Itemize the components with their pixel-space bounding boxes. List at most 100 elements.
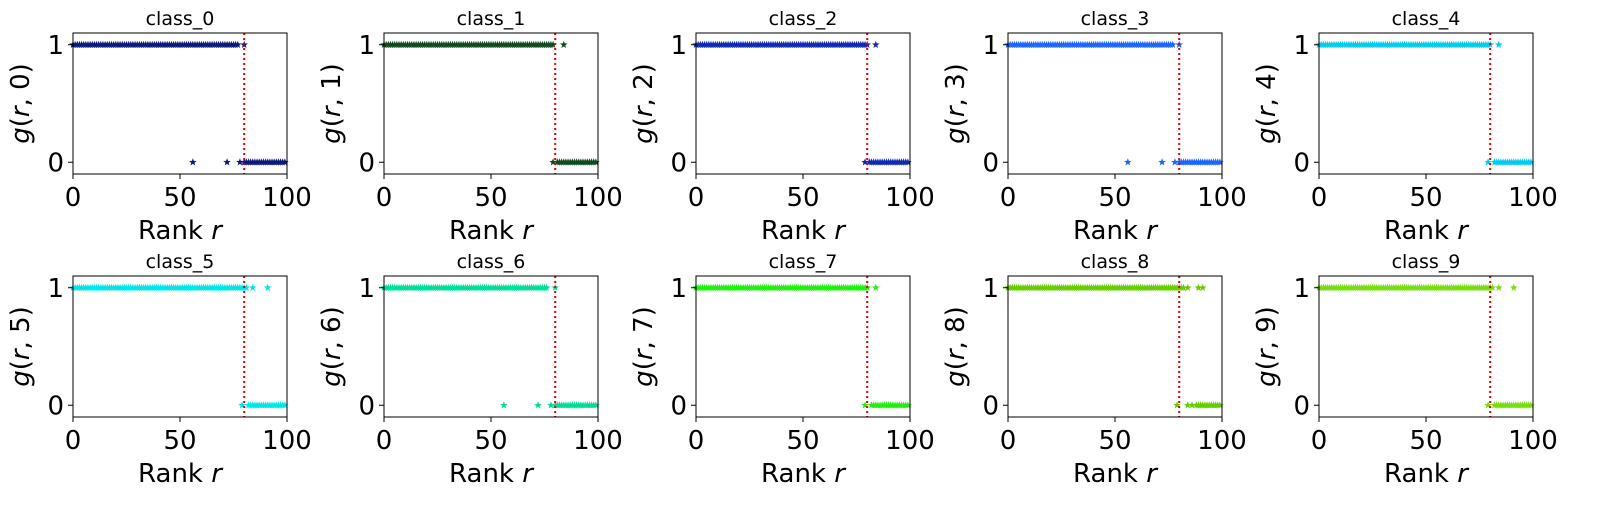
data-point xyxy=(223,158,231,166)
x-tick-label: 50 xyxy=(786,426,819,456)
x-tick-label: 50 xyxy=(474,426,507,456)
x-tick-label: 0 xyxy=(1311,426,1328,456)
x-tick-label: 0 xyxy=(65,183,82,213)
x-tick-label: 100 xyxy=(1197,426,1247,456)
panel-title: class_7 xyxy=(769,251,838,273)
data-point xyxy=(1216,401,1224,409)
data-point xyxy=(542,283,551,291)
panel-title: class_5 xyxy=(146,251,215,273)
axes-frame xyxy=(695,32,911,175)
data-point xyxy=(1171,158,1179,166)
x-tick-label: 50 xyxy=(163,183,196,213)
x-tick-label: 50 xyxy=(786,183,819,213)
x-tick-label: 0 xyxy=(65,426,82,456)
y-axis-label: g(r, 7) xyxy=(629,306,659,387)
axes-frame xyxy=(72,32,288,175)
data-point xyxy=(238,401,246,409)
data-point xyxy=(1188,401,1196,409)
data-points xyxy=(380,40,600,166)
panel-title: class_3 xyxy=(1081,8,1150,30)
x-tick-label: 50 xyxy=(1098,426,1131,456)
y-tick-label: 0 xyxy=(358,391,375,421)
y-tick-label: 1 xyxy=(982,274,999,304)
x-tick-label: 100 xyxy=(1508,426,1558,456)
x-axis-label: Rank r xyxy=(1073,216,1159,246)
panel-class_5: class_5 0 50 100 0 1 Rank r g(r, 5) xyxy=(6,251,312,489)
x-tick-label: 50 xyxy=(1098,183,1131,213)
data-points xyxy=(692,40,912,166)
y-tick-label: 1 xyxy=(47,31,64,61)
x-tick-label: 100 xyxy=(262,183,312,213)
data-point xyxy=(1484,158,1492,166)
panel-class_0: class_0 0 50 100 0 1 Rank r g(r, 0) xyxy=(6,8,312,246)
data-point xyxy=(1509,283,1518,291)
y-tick-label: 0 xyxy=(670,148,687,178)
panel-class_7: class_7 0 50 100 0 1 Rank r g(r, 7) xyxy=(629,251,935,489)
y-axis-label: g(r, 3) xyxy=(941,63,971,144)
y-tick-label: 0 xyxy=(358,148,375,178)
y-tick-label: 1 xyxy=(670,274,687,304)
y-tick-label: 0 xyxy=(1293,148,1310,178)
y-tick-label: 1 xyxy=(358,274,375,304)
data-point xyxy=(1158,158,1166,166)
x-axis-label: Rank r xyxy=(1384,216,1470,246)
x-tick-label: 50 xyxy=(163,426,196,456)
data-points xyxy=(1004,283,1224,409)
data-point xyxy=(281,158,289,166)
y-axis-label: g(r, 6) xyxy=(317,306,347,387)
data-point xyxy=(592,401,600,409)
y-tick-label: 0 xyxy=(670,391,687,421)
data-point xyxy=(1527,401,1535,409)
data-points xyxy=(692,283,912,409)
data-points xyxy=(1315,283,1535,409)
y-tick-label: 0 xyxy=(47,148,64,178)
data-point xyxy=(1183,401,1192,409)
x-tick-label: 50 xyxy=(1409,183,1442,213)
data-point xyxy=(281,401,289,409)
data-point xyxy=(549,158,557,166)
x-tick-label: 0 xyxy=(1000,426,1017,456)
data-points xyxy=(69,283,289,409)
y-axis-label: g(r, 2) xyxy=(629,63,659,144)
data-points xyxy=(1004,40,1224,166)
y-axis-label: g(r, 4) xyxy=(1252,63,1282,144)
y-tick-label: 1 xyxy=(47,274,64,304)
data-point xyxy=(1179,283,1188,291)
axes-frame xyxy=(1007,32,1223,175)
data-point xyxy=(1488,283,1497,291)
axes-frame xyxy=(383,32,599,175)
panel-title: class_4 xyxy=(1392,8,1461,30)
data-point xyxy=(233,40,242,48)
axes-frame xyxy=(72,275,288,418)
data-point xyxy=(1124,158,1132,166)
x-axis-label: Rank r xyxy=(761,216,847,246)
y-axis-label: g(r, 5) xyxy=(6,306,36,387)
y-tick-label: 1 xyxy=(1293,31,1310,61)
axes-frame xyxy=(383,275,599,418)
y-tick-label: 1 xyxy=(982,31,999,61)
data-point xyxy=(1484,401,1492,409)
panel-title: class_0 xyxy=(146,8,215,30)
x-axis-label: Rank r xyxy=(1073,459,1159,489)
x-tick-label: 0 xyxy=(688,426,705,456)
y-tick-label: 0 xyxy=(982,391,999,421)
data-point xyxy=(263,283,272,291)
panel-class_9: class_9 0 50 100 0 1 Rank r g(r, 9) xyxy=(1252,251,1558,489)
panel-title: class_9 xyxy=(1392,251,1461,273)
x-tick-label: 100 xyxy=(1508,183,1558,213)
data-point xyxy=(248,283,257,291)
x-axis-label: Rank r xyxy=(761,459,847,489)
data-point xyxy=(242,283,251,291)
axes-frame xyxy=(695,275,911,418)
y-tick-label: 0 xyxy=(1293,391,1310,421)
data-point xyxy=(500,401,508,409)
x-tick-label: 100 xyxy=(262,426,312,456)
y-axis-label: g(r, 9) xyxy=(1252,306,1282,387)
x-tick-label: 0 xyxy=(1000,183,1017,213)
y-tick-label: 0 xyxy=(47,391,64,421)
y-axis-label: g(r, 1) xyxy=(317,63,347,144)
y-axis-label: g(r, 8) xyxy=(941,306,971,387)
data-point xyxy=(1494,40,1503,48)
panel-title: class_1 xyxy=(457,8,526,30)
